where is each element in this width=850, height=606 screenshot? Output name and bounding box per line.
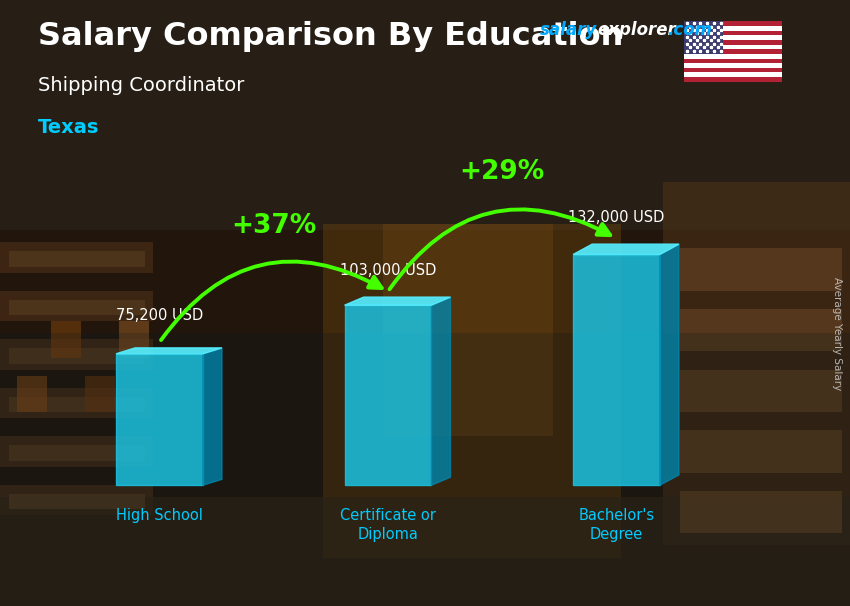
Bar [680,309,842,351]
Bar [119,321,149,358]
Bar [8,251,144,267]
Polygon shape [116,348,222,354]
Bar [684,44,782,49]
Text: Texas: Texas [38,118,99,137]
FancyArrowPatch shape [161,262,382,340]
Text: Average Yearly Salary: Average Yearly Salary [832,277,842,390]
Polygon shape [344,305,431,485]
Text: Salary Comparison By Education: Salary Comparison By Education [38,21,624,52]
Text: +37%: +37% [231,213,316,239]
Bar [684,30,782,35]
Bar [680,370,842,412]
Bar [0,497,850,606]
Bar [0,388,153,418]
Bar [0,339,153,370]
Polygon shape [431,297,450,485]
Text: Certificate or
Diploma: Certificate or Diploma [340,508,436,542]
Text: High School: High School [116,508,203,522]
Bar [323,224,620,558]
Bar [680,430,842,473]
Text: 132,000 USD: 132,000 USD [569,210,665,225]
Bar [8,348,144,364]
Bar [684,35,782,40]
Polygon shape [573,244,679,255]
Bar [680,248,842,291]
Text: .com: .com [667,21,712,39]
Bar [0,291,153,321]
Text: Bachelor's
Degree: Bachelor's Degree [578,508,654,542]
Bar [684,21,723,54]
Bar [684,40,782,44]
Bar [0,436,153,467]
Text: Shipping Coordinator: Shipping Coordinator [38,76,245,95]
Bar [680,491,842,533]
Text: 103,000 USD: 103,000 USD [340,262,436,278]
Text: 75,200 USD: 75,200 USD [116,308,203,323]
Bar [684,73,782,77]
Bar [0,0,850,230]
Bar [684,68,782,73]
Bar [663,182,850,545]
Bar [51,321,81,358]
Text: explorer: explorer [598,21,677,39]
Bar [684,59,782,63]
Polygon shape [116,354,203,485]
FancyArrowPatch shape [389,209,610,289]
Bar [8,397,144,412]
Polygon shape [203,348,222,485]
Bar [8,494,144,509]
Bar [684,77,782,82]
Bar [85,376,115,412]
Bar [0,333,850,606]
Polygon shape [573,255,660,485]
Bar [17,376,47,412]
Bar [382,224,552,436]
Bar [0,242,153,273]
Polygon shape [660,244,679,485]
Bar [8,300,144,315]
Bar [8,445,144,461]
Bar [0,485,153,515]
Polygon shape [344,297,450,305]
Bar [684,21,782,26]
Bar [684,54,782,59]
Bar [684,63,782,68]
Bar [684,26,782,30]
Text: salary: salary [540,21,597,39]
Text: +29%: +29% [460,159,545,185]
Bar [684,49,782,54]
